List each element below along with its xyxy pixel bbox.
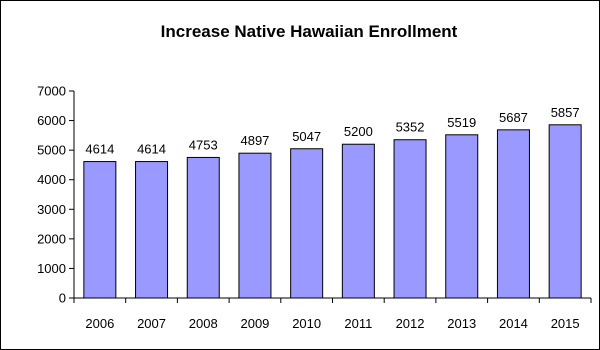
data-label-2007: 4614 xyxy=(137,142,166,157)
x-axis: 2006 2007 2008 2009 2010 2011 2012 2013 2014 2015 xyxy=(73,297,592,331)
bar-2015 xyxy=(548,124,582,299)
bar-2010 xyxy=(290,148,324,299)
x-tick-label-2006: 2006 xyxy=(85,316,114,331)
data-label-2013: 5519 xyxy=(447,115,476,130)
data-label-2006: 4614 xyxy=(85,142,114,157)
y-tick-label: 5000 xyxy=(37,143,66,158)
y-tick-label: 4000 xyxy=(37,172,66,187)
x-tick-label-2007: 2007 xyxy=(137,316,166,331)
data-label-2015: 5857 xyxy=(551,105,580,120)
y-tick-label: 0 xyxy=(59,291,66,306)
y-tick-label: 6000 xyxy=(37,113,66,128)
bar-2008 xyxy=(186,156,220,299)
bar-2012 xyxy=(393,139,427,299)
data-label-2012: 5352 xyxy=(396,120,425,135)
y-axis: 0 1000 2000 3000 4000 5000 6000 7000 xyxy=(37,84,75,306)
bar-2006 xyxy=(83,161,117,299)
x-tick-label-2012: 2012 xyxy=(396,316,425,331)
x-tick-label-2015: 2015 xyxy=(551,316,580,331)
x-tick-label-2014: 2014 xyxy=(499,316,528,331)
data-label-2009: 4897 xyxy=(240,133,269,148)
data-label-2014: 5687 xyxy=(499,110,528,125)
x-tick-label-2008: 2008 xyxy=(189,316,218,331)
chart-title: Increase Native Hawaiian Enrollment xyxy=(160,22,458,41)
data-label-2010: 5047 xyxy=(292,129,321,144)
bar-2014 xyxy=(496,129,530,299)
bars xyxy=(83,124,582,299)
bar-2011 xyxy=(341,143,375,299)
bar-2007 xyxy=(135,161,169,299)
data-label-2008: 4753 xyxy=(189,137,218,152)
x-tick-label-2010: 2010 xyxy=(292,316,321,331)
y-tick-label: 3000 xyxy=(37,202,66,217)
x-tick-label-2009: 2009 xyxy=(240,316,269,331)
data-labels: 4614 4614 4753 4897 5047 5200 5352 5519 5687 5857 xyxy=(85,105,579,157)
data-label-2011: 5200 xyxy=(344,124,373,139)
y-tick-label: 1000 xyxy=(37,261,66,276)
x-tick-label-2011: 2011 xyxy=(344,316,372,331)
x-tick-label-2013: 2013 xyxy=(447,316,476,331)
bar-2013 xyxy=(445,134,479,299)
y-tick-label: 2000 xyxy=(37,231,66,246)
bar-2009 xyxy=(238,152,272,299)
y-tick-label: 7000 xyxy=(37,84,66,99)
